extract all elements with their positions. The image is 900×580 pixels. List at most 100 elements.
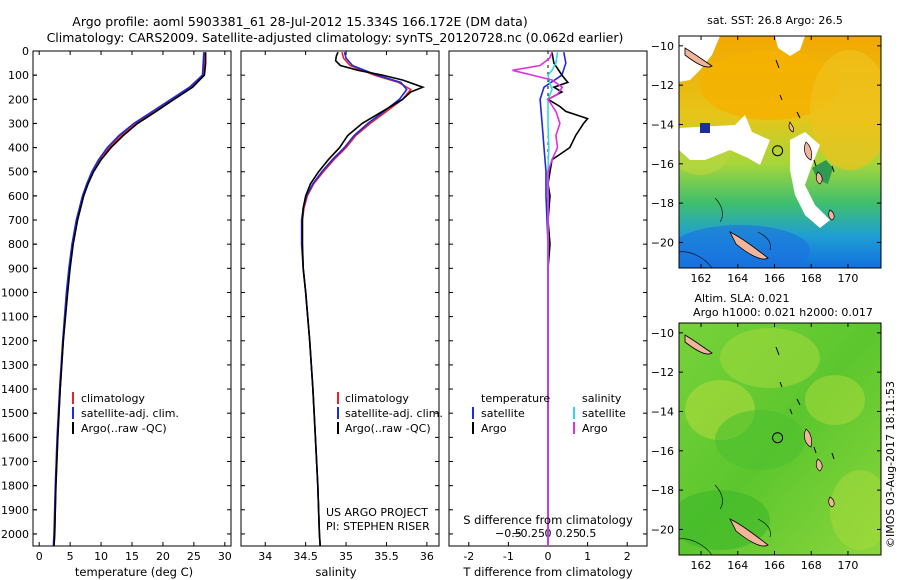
legend-title-temperature: temperature: [481, 392, 550, 405]
depth-tick-label: 1500: [1, 407, 29, 420]
depth-axis: 0 100 200 300 400 500 600 700 800 900 1000 1100 1200…: [1, 45, 37, 541]
depth-tick-label: 1800: [1, 480, 29, 493]
s-tick-label: 0.25: [556, 527, 581, 540]
diff-series-temperature-argo: [546, 52, 589, 546]
legend-label-sal-satellite: satellite: [582, 407, 626, 420]
difference-plot: -2 -1 0 1 2−0.5−0.25 0 0.250.5: [449, 50, 647, 563]
map-y-tick-label: −12: [651, 366, 674, 379]
salinity-panel-frame: [240, 50, 440, 547]
legend-label-satellite: satellite-adj. clim.: [345, 407, 443, 420]
x-tick-label: 1: [584, 550, 591, 563]
s-tick-label: −0.25: [511, 527, 545, 540]
sla-map-title-line2: Argo h1000: 0.021 h2000: 0.017: [693, 306, 873, 319]
depth-tick-label: 1400: [1, 383, 29, 396]
x-tick-label: 36: [420, 550, 434, 563]
sla-map: [679, 323, 881, 555]
x-tick-label: 34.5: [293, 550, 318, 563]
pi-label: PI: STEPHEN RISER: [326, 520, 430, 533]
depth-tick-label: 800: [8, 238, 29, 251]
map-y-tick-label: −18: [651, 197, 674, 210]
legend-label-argo: Argo(..raw -QC): [81, 422, 167, 435]
sst-map-frame: [678, 35, 882, 269]
header-line2: Climatology: CARS2009. Satellite-adjuste…: [47, 30, 624, 45]
depth-tick-label: 1100: [1, 311, 29, 324]
x-tick-label: 30: [218, 550, 232, 563]
map-x-tick-label: 168: [801, 272, 822, 285]
depth-tick-label: 1200: [1, 335, 29, 348]
legend-label-sal-argo: Argo: [582, 422, 608, 435]
depth-tick-label: 700: [8, 214, 29, 227]
imos-watermark: ©IMOS 03-Aug-2017 18:11:53: [884, 381, 897, 548]
depth-tick-label: 1900: [1, 504, 29, 517]
depth-tick-label: 2000: [1, 528, 29, 541]
map-x-tick-label: 170: [837, 272, 858, 285]
sla-map-frame: [678, 322, 882, 556]
depth-tick-label: 400: [8, 142, 29, 155]
depth-tick-label: 200: [8, 93, 29, 106]
x-tick-label: 2: [624, 550, 631, 563]
x-tick-label: 20: [156, 550, 170, 563]
difference-top-xlabel: S difference from climatology: [463, 513, 633, 527]
depth-tick-label: 1300: [1, 359, 29, 372]
sla-map-title-line1: Altim. SLA: 0.021: [694, 292, 789, 305]
depth-tick-label: 1700: [1, 455, 29, 468]
diff-series-salinity-satellite: [547, 52, 559, 546]
legend-title-salinity: salinity: [582, 392, 622, 405]
x-tick-label: 0: [36, 550, 43, 563]
legend-label-temp-satellite: satellite: [481, 407, 525, 420]
x-tick-label: 5: [67, 550, 74, 563]
legend-label-temp-argo: Argo: [481, 422, 507, 435]
difference-xlabel: T difference from climatology: [462, 565, 633, 579]
depth-tick-label: 600: [8, 190, 29, 203]
legend-label-argo: Argo(..raw -QC): [345, 422, 431, 435]
difference-legend: temperature salinity satellite Argo sate…: [472, 392, 626, 435]
salinity-legend: climatology satellite-adj. clim. Argo(..…: [337, 392, 443, 435]
series-line-argo-raw-qc-: [301, 51, 426, 547]
map-y-tick-label: −20: [651, 523, 674, 536]
map-y-tick-label: −10: [651, 327, 674, 340]
series-line-argo-raw-qc-: [53, 52, 207, 547]
salinity-plot: 34 34.5 35 35.5 36: [241, 50, 439, 563]
map-y-tick-label: −20: [651, 236, 674, 249]
salinity-xlabel: salinity: [315, 565, 356, 579]
temperature-xlabel: temperature (deg C): [75, 565, 193, 579]
float-location-marker: [772, 432, 784, 444]
series-line-satellite-adj-clim-: [52, 52, 205, 547]
map-x-tick-label: 164: [727, 559, 748, 572]
temperature-plot: 0 5 10 15 20 25 30: [33, 50, 232, 563]
s-tick-label: 0.5: [579, 527, 597, 540]
x-tick-label: 15: [125, 550, 139, 563]
map-x-tick-label: 162: [691, 559, 712, 572]
legend-label-climatology: climatology: [345, 392, 409, 405]
map-x-tick-label: 166: [764, 559, 785, 572]
x-tick-label: 34: [258, 550, 272, 563]
map-y-tick-label: −14: [651, 118, 674, 131]
map-x-tick-label: 166: [764, 272, 785, 285]
map-y-tick-label: −12: [651, 79, 674, 92]
sst-map: [679, 36, 881, 268]
depth-tick-label: 900: [8, 262, 29, 275]
map-y-tick-label: −16: [651, 445, 674, 458]
x-tick-label: 10: [94, 550, 108, 563]
map-y-tick-label: −18: [651, 484, 674, 497]
depth-tick-label: 1000: [1, 286, 29, 299]
map-y-tick-label: −10: [651, 40, 674, 53]
s-tick-label: −0.5: [495, 527, 522, 540]
x-tick-label: 35: [339, 550, 353, 563]
x-tick-label: 0: [545, 550, 552, 563]
map-x-tick-label: 168: [801, 559, 822, 572]
x-tick-label: -1: [503, 550, 514, 563]
depth-tick-label: 1600: [1, 431, 29, 444]
sst-map-title: sat. SST: 26.8 Argo: 26.5: [707, 14, 843, 27]
map-y-tick-label: −14: [651, 405, 674, 418]
depth-tick-label: 500: [8, 166, 29, 179]
x-tick-label: 35.5: [374, 550, 399, 563]
x-tick-label: 25: [187, 550, 201, 563]
sla-map-axes: 162 164 166 168 170 −10 −12 −14 −16 −18 −20: [651, 323, 881, 572]
depth-tick-label: 300: [8, 117, 29, 130]
temperature-legend: climatology satellite-adj. clim. Argo(..…: [72, 392, 179, 435]
legend-label-satellite: satellite-adj. clim.: [81, 407, 179, 420]
diff-series-temperature-satellite: [539, 52, 567, 546]
diff-series-salinity-argo: [512, 51, 564, 546]
map-y-tick-label: −16: [651, 158, 674, 171]
